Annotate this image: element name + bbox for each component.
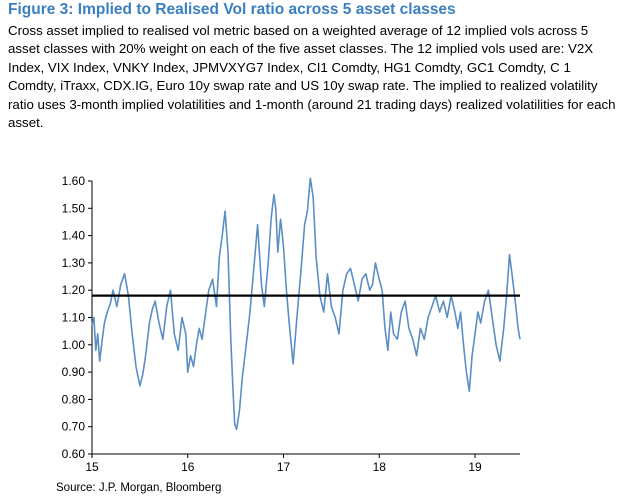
y-axis: 0.60 0.70 0.80 0.90 1.00 1.10 1.20 1.30 1.40 1.50… (62, 174, 93, 461)
y-tick-label: 1.00 (62, 338, 86, 352)
x-tick-label: 18 (373, 460, 387, 474)
y-tick-label: 1.10 (62, 311, 86, 325)
y-tick-label: 1.60 (62, 174, 86, 188)
y-tick-label: 0.90 (62, 365, 86, 379)
figure-description: Cross asset implied to realised vol metr… (8, 23, 616, 131)
x-tick-label: 17 (277, 460, 291, 474)
y-tick-label: 0.80 (62, 392, 86, 406)
y-tick-label: 0.60 (62, 447, 86, 461)
series-line (91, 177, 521, 431)
line-chart: 0.60 0.70 0.80 0.90 1.00 1.10 1.20 1.30 1.40 1.50… (62, 174, 521, 474)
y-tick-label: 1.40 (62, 229, 86, 243)
y-tick-label: 1.50 (62, 201, 86, 215)
x-tick-label: 16 (181, 460, 195, 474)
figure-title: Figure 3: Implied to Realised Vol ratio … (8, 1, 456, 18)
y-tick-label: 1.20 (62, 283, 86, 297)
x-tick-label: 15 (85, 460, 99, 474)
x-axis: 15 16 17 18 19 (85, 453, 520, 474)
y-tick-label: 1.30 (62, 256, 86, 270)
source-note: Source: J.P. Morgan, Bloomberg (56, 482, 222, 494)
plot-area (91, 177, 521, 431)
x-tick-label: 19 (468, 460, 482, 474)
y-tick-label: 0.70 (62, 420, 86, 434)
